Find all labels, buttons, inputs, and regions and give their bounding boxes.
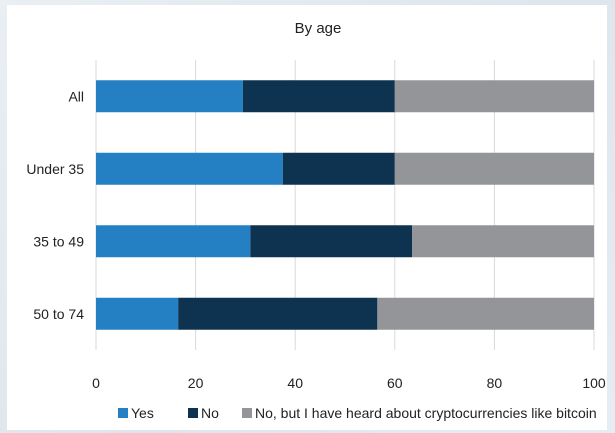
bar-segment <box>178 297 378 330</box>
chart-panel: By age All Under 35 35 to 49 50 to 74 0 20 40… <box>7 5 607 430</box>
x-tick-labels: 0 20 40 60 80 100 <box>92 375 606 391</box>
x-tick-label: 60 <box>387 375 403 391</box>
bar-segment <box>412 225 594 258</box>
stacked-bar-chart: By age All Under 35 35 to 49 50 to 74 0 20 40… <box>26 20 606 421</box>
x-tick-label: 80 <box>487 375 503 391</box>
bars <box>96 80 594 330</box>
x-tick-label: 40 <box>287 375 303 391</box>
bar-segment <box>394 152 594 185</box>
legend-label: No, but I have heard about cryptocurrenc… <box>255 405 597 421</box>
bar-segment <box>282 152 395 185</box>
bar-segment <box>96 152 283 185</box>
category-labels: All Under 35 35 to 49 50 to 74 <box>26 88 84 322</box>
bar-segment <box>96 225 251 258</box>
legend: Yes No No, but I have heard about cryptocu… <box>118 405 597 421</box>
bar-segment <box>242 80 395 113</box>
legend-label: No <box>201 405 219 421</box>
x-tick-label: 100 <box>582 375 606 391</box>
category-label: All <box>68 88 84 104</box>
category-label: Under 35 <box>26 161 84 177</box>
legend-swatch <box>242 408 252 418</box>
category-label: 50 to 74 <box>33 306 84 322</box>
chart-title: By age <box>295 20 342 37</box>
x-tick-label: 0 <box>92 375 100 391</box>
bar-segment <box>394 80 594 113</box>
bar-segment <box>250 225 413 258</box>
bar-segment <box>96 297 179 330</box>
legend-label: Yes <box>131 405 154 421</box>
bar-segment <box>96 80 243 113</box>
x-tick-label: 20 <box>188 375 204 391</box>
legend-swatch <box>188 408 198 418</box>
category-label: 35 to 49 <box>33 233 84 249</box>
legend-swatch <box>118 408 128 418</box>
bar-segment <box>377 297 594 330</box>
